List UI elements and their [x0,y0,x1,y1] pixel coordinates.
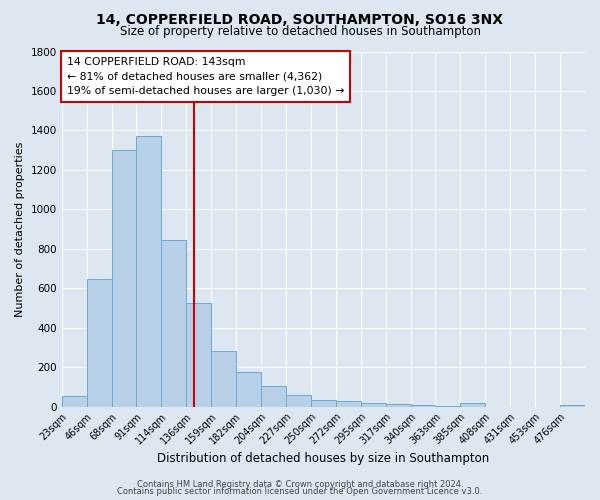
Bar [112,150,136,406]
Text: 14, COPPERFIELD ROAD, SOUTHAMPTON, SO16 3NX: 14, COPPERFIELD ROAD, SOUTHAMPTON, SO16 … [97,12,503,26]
Bar [361,402,386,406]
Bar [311,400,336,406]
Text: 14 COPPERFIELD ROAD: 143sqm
← 81% of detached houses are smaller (4,362)
19% of : 14 COPPERFIELD ROAD: 143sqm ← 81% of det… [67,57,344,96]
Bar [386,404,410,406]
Bar [161,240,186,406]
X-axis label: Distribution of detached houses by size in Southampton: Distribution of detached houses by size … [157,452,490,465]
Bar [261,386,286,406]
Bar [286,394,311,406]
Bar [86,280,112,406]
Text: Size of property relative to detached houses in Southampton: Size of property relative to detached ho… [119,25,481,38]
Text: Contains HM Land Registry data © Crown copyright and database right 2024.: Contains HM Land Registry data © Crown c… [137,480,463,489]
Bar [186,303,211,406]
Y-axis label: Number of detached properties: Number of detached properties [15,142,25,316]
Text: Contains public sector information licensed under the Open Government Licence v3: Contains public sector information licen… [118,487,482,496]
Bar [410,404,436,406]
Bar [460,402,485,406]
Bar [560,404,585,406]
Bar [236,372,261,406]
Bar [136,136,161,406]
Bar [211,352,236,406]
Bar [62,396,86,406]
Bar [336,400,361,406]
